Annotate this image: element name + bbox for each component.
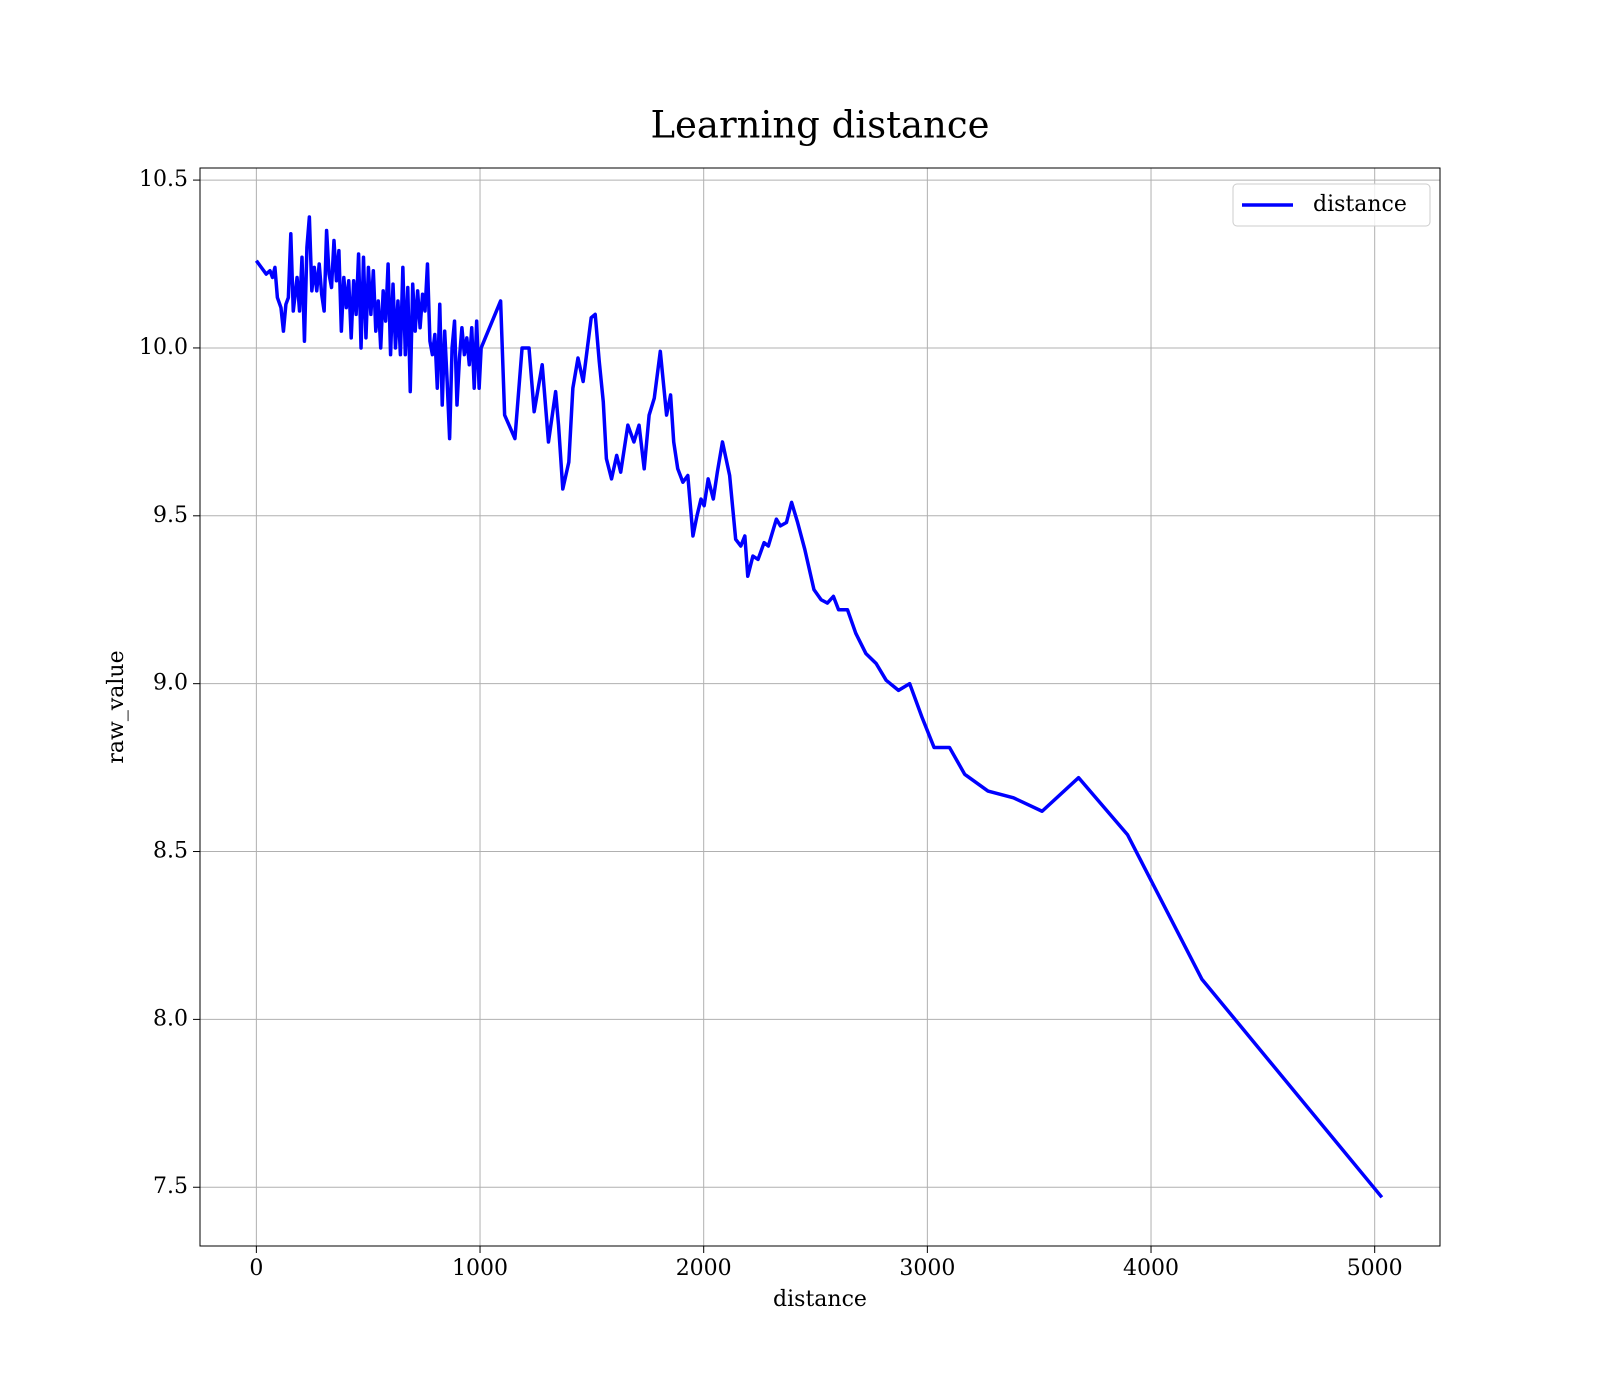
y-axis-label: raw_value: [104, 650, 129, 763]
y-tick-label: 9.5: [153, 503, 188, 528]
x-tick-label: 5000: [1347, 1256, 1403, 1281]
legend-label: distance: [1313, 192, 1407, 217]
x-axis-label: distance: [773, 1287, 867, 1312]
x-tick-label: 2000: [676, 1256, 732, 1281]
legend-box: [1232, 183, 1431, 227]
y-tick-label: 10.5: [139, 167, 188, 192]
x-tick-label: 4000: [1123, 1256, 1179, 1281]
chart-title: Learning distance: [650, 104, 989, 147]
y-tick-label: 8.0: [153, 1006, 188, 1031]
plot-frame: [199, 167, 1441, 1247]
data-line: [254, 215, 1384, 1199]
x-tick-label: 3000: [899, 1256, 955, 1281]
y-tick-label: 8.5: [153, 839, 188, 864]
x-tick-label: 1000: [452, 1256, 508, 1281]
y-tick-label: 10.0: [139, 335, 188, 360]
y-tick-label: 9.0: [153, 671, 188, 696]
y-tick-label: 7.5: [153, 1174, 188, 1199]
x-tick-label: 0: [249, 1256, 263, 1281]
